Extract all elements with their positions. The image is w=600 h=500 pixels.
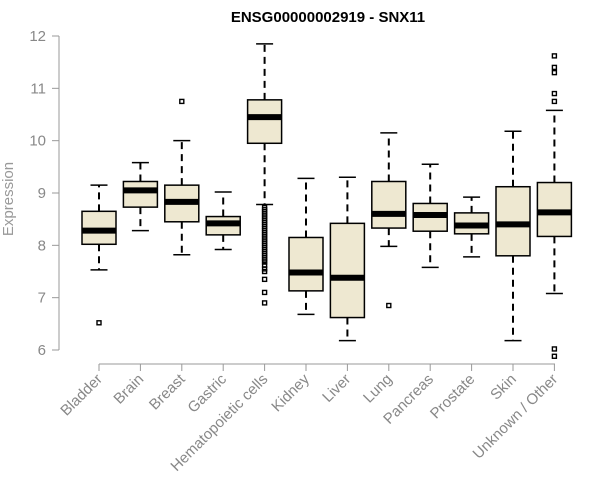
- y-axis-label: Expression: [0, 162, 17, 236]
- box-10: [495, 130, 531, 342]
- box-0: [81, 184, 117, 326]
- chart-title: ENSG00000002919 - SNX11: [231, 9, 425, 26]
- box-2: [164, 98, 200, 256]
- y-tick-label: 7: [38, 290, 46, 307]
- outlier-point: [551, 90, 558, 97]
- outlier-point: [261, 268, 268, 275]
- box-iqr: [371, 180, 407, 229]
- y-tick-label: 8: [38, 237, 46, 254]
- y-tick-label: 11: [30, 80, 46, 97]
- x-tick-label: Liver: [319, 371, 354, 406]
- x-tick-label: Breast: [146, 370, 189, 413]
- outlier-point: [261, 300, 268, 306]
- y-tick-label: 10: [29, 133, 46, 150]
- outlier-point: [551, 98, 558, 105]
- boxplot-series: [81, 43, 573, 359]
- x-tick-label: Bladder: [57, 371, 106, 420]
- outlier-point: [551, 64, 558, 71]
- x-tick-label: Skin: [487, 371, 520, 404]
- box-8: [412, 163, 448, 269]
- outlier-point: [261, 289, 268, 296]
- box-11: [536, 53, 573, 359]
- box-iqr: [246, 99, 283, 145]
- y-axis-ticks: 6 7 8 9 10 11 12: [29, 28, 59, 359]
- box-9: [453, 196, 490, 258]
- outlier-point: [96, 320, 102, 326]
- box-7: [371, 132, 407, 309]
- x-tick-label: Brain: [110, 371, 147, 408]
- outlier-point: [551, 69, 558, 76]
- box-iqr: [329, 222, 366, 319]
- outlier-point: [261, 259, 268, 265]
- outlier-point: [386, 302, 392, 309]
- box-5: [288, 177, 324, 316]
- box-3: [205, 191, 241, 251]
- outlier-point: [551, 346, 558, 352]
- outlier-point: [551, 353, 558, 359]
- box-1: [122, 161, 159, 232]
- y-tick-label: 9: [38, 185, 46, 202]
- box-iqr: [288, 236, 324, 292]
- box-4: [246, 43, 283, 306]
- box-6: [329, 176, 366, 342]
- x-tick-label: Lung: [360, 371, 396, 407]
- outlier-point: [179, 98, 185, 105]
- box-iqr: [122, 180, 159, 208]
- outlier-point: [551, 53, 558, 59]
- x-tick-label: Prostate: [427, 371, 479, 423]
- x-tick-label: Kidney: [268, 370, 313, 415]
- outlier-point: [261, 276, 268, 283]
- y-tick-label: 12: [29, 28, 46, 45]
- box-iqr: [495, 185, 531, 257]
- y-tick-label: 6: [38, 342, 46, 359]
